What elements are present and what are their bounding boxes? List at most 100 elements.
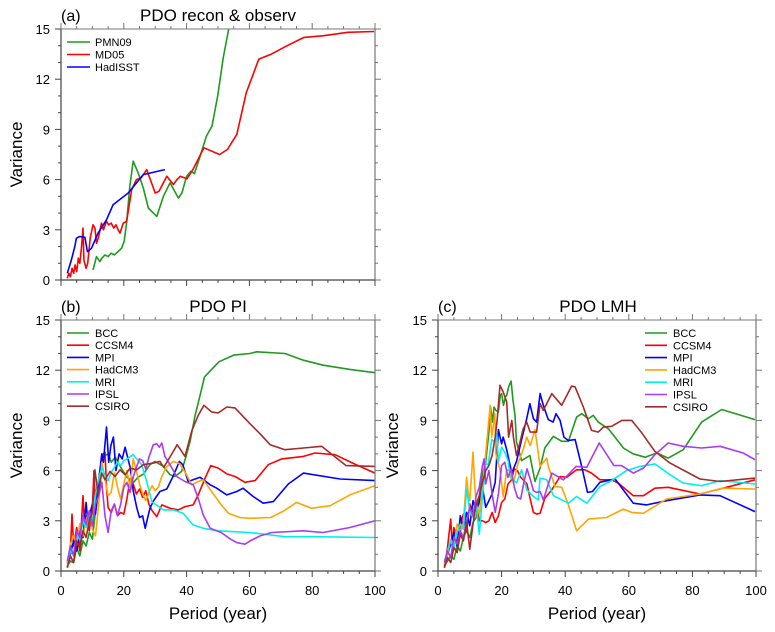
y-tick-label: 9 [420,413,427,428]
legend-label: HadISST [95,62,140,74]
series-line-bcc [66,351,375,567]
x-tick-label: 80 [305,583,319,598]
y-tick-label: 0 [43,564,50,579]
panel-title: PDO PI [189,297,247,316]
legend-label: HadCM3 [673,365,716,377]
legend-item: IPSL [645,390,697,402]
legend-label: HadCM3 [95,365,138,377]
y-tick-label: 6 [420,464,427,479]
legend-label: MRI [95,377,115,389]
legend-item: HadCM3 [645,365,716,377]
series-line-csiro [66,404,375,568]
series-line-hadcm3 [443,404,756,565]
legend-item: BCC [645,328,696,340]
y-tick-label: 15 [413,313,427,328]
panel-title: PDO LMH [559,297,636,316]
legend-label: CSIRO [673,402,708,414]
legend-item: CCSM4 [67,340,134,352]
legend-item: HadCM3 [67,365,138,377]
legend-item: PMN09 [67,37,132,49]
series-line-mri [443,433,756,562]
series-line-pmn09 [92,29,230,271]
legend-label: BCC [95,328,118,340]
y-tick-label: 15 [36,313,50,328]
axes [55,23,381,286]
y-tick-label: 9 [43,413,50,428]
axes [432,314,762,577]
legend-item: MRI [645,377,693,389]
panel-label: (a) [61,8,81,25]
legend-label: BCC [673,328,696,340]
series-group [66,351,375,568]
legend-label: CCSM4 [673,340,712,352]
legend-item: MD05 [67,50,124,62]
legend-label: IPSL [673,390,697,402]
x-axis-title: Period (year) [548,604,646,623]
legend-label: MRI [673,377,693,389]
legend-label: PMN09 [95,37,132,49]
series-group [443,380,756,568]
x-tick-label: 20 [494,583,508,598]
axes [55,314,381,577]
y-tick-label: 12 [413,363,427,378]
y-tick-label: 3 [43,223,50,238]
panel-label: (c) [438,299,457,316]
panel-label: (b) [61,299,81,316]
series-line-mpi [66,426,375,563]
y-tick-label: 3 [43,514,50,529]
legend-label: CSIRO [95,401,130,413]
series-line-ipsl [443,442,756,563]
legend-item: BCC [67,328,118,340]
x-tick-label: 60 [622,583,636,598]
y-axis-title: Variance [383,413,402,479]
y-tick-label: 0 [420,564,427,579]
x-tick-label: 20 [117,583,131,598]
panel-b: (b) PDO PI 0 3 6 9 12 15 0 20 40 60 80 100 Variance Per… [7,297,386,623]
legend-label: MPI [673,353,693,365]
legend-item: CCSM4 [645,340,712,352]
y-tick-label: 15 [36,22,50,37]
x-tick-label: 40 [558,583,572,598]
y-tick-label: 6 [43,464,50,479]
x-tick-label: 0 [434,583,441,598]
x-tick-label: 100 [745,583,767,598]
y-axis-title: Variance [7,122,26,188]
legend-item: IPSL [67,389,119,401]
y-tick-label: 9 [43,122,50,137]
legend-label: IPSL [95,389,119,401]
series-line-mpi [443,392,756,565]
legend-item: CSIRO [645,402,708,414]
x-axis-title: Period (year) [169,604,267,623]
y-tick-label: 6 [43,173,50,188]
legend-item: CSIRO [67,401,130,413]
series-group [66,29,375,279]
x-tick-label: 40 [179,583,193,598]
legend-item: MPI [67,352,115,364]
panel-title: PDO recon & observ [140,6,296,25]
legend-item: HadISST [67,62,140,74]
x-tick-label: 100 [364,583,386,598]
series-line-md05 [66,30,375,279]
series-line-hadisst [66,168,166,274]
y-tick-label: 12 [36,363,50,378]
x-tick-label: 60 [242,583,256,598]
panel-c: (c) PDO LMH 0 3 6 9 12 15 0 20 40 60 80 100 Variance Pe… [383,297,767,623]
panel-a: (a) PDO recon & observ 0 3 6 9 12 15 Variance PMN… [7,6,381,288]
series-line-mri [66,453,375,567]
y-tick-label: 12 [36,72,50,87]
legend-item: MRI [67,377,115,389]
legend-item: MPI [645,353,693,365]
legend-label: CCSM4 [95,340,134,352]
y-tick-label: 3 [420,514,427,529]
x-tick-label: 80 [685,583,699,598]
x-tick-label: 0 [57,583,64,598]
y-axis-title: Variance [7,413,26,479]
series-line-hadcm3 [66,458,375,565]
y-tick-label: 0 [43,273,50,288]
legend-label: MPI [95,352,115,364]
legend-label: MD05 [95,50,124,62]
